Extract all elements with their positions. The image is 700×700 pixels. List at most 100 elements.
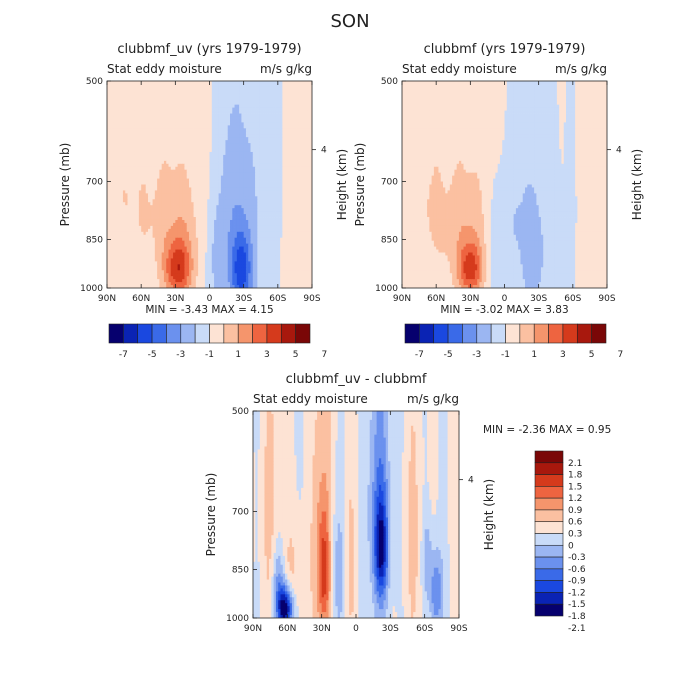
field-cell [122, 208, 126, 212]
field-cell [234, 146, 238, 150]
field-cell [234, 89, 238, 94]
field-cell [227, 146, 231, 150]
field-cell [257, 184, 261, 188]
field-cell [220, 199, 224, 203]
field-cell [198, 131, 201, 135]
field-cell [186, 175, 190, 179]
field-cell [293, 92, 297, 97]
field-cell [286, 137, 290, 141]
field-cell [129, 143, 133, 147]
field-cell [107, 86, 110, 91]
field-cell [252, 143, 256, 147]
field-cell [255, 128, 258, 132]
field-cell [193, 101, 197, 106]
field-cell [296, 187, 299, 191]
field-cell [261, 151, 265, 156]
field-cell [182, 205, 185, 209]
field-cell [241, 240, 245, 245]
field-cell [154, 193, 158, 197]
field-cell [122, 104, 126, 109]
field-cell [300, 231, 304, 236]
field-cell [198, 157, 201, 162]
field-cell [239, 222, 242, 227]
field-cell [239, 98, 242, 103]
field-cell [173, 163, 176, 168]
field-cell [198, 113, 201, 117]
field-cell [184, 225, 188, 230]
field-cell [202, 196, 206, 200]
field-cell [163, 222, 167, 227]
field-cell [209, 122, 213, 126]
field-cell [227, 222, 231, 227]
field-cell [200, 175, 204, 179]
field-cell [307, 166, 311, 171]
field-cell [170, 98, 174, 103]
field-cell [280, 234, 283, 239]
field-cell [257, 157, 261, 162]
field-cell [202, 95, 206, 100]
field-cell [159, 178, 163, 182]
field-cell [182, 196, 185, 200]
field-cell [250, 128, 254, 132]
field-cell [120, 128, 124, 132]
field-cell [264, 119, 267, 123]
field-cell [163, 81, 167, 85]
field-cell [230, 86, 233, 91]
field-cell [116, 196, 119, 200]
field-cell [175, 217, 179, 221]
field-cell [125, 178, 128, 182]
field-cell [127, 86, 131, 91]
field-cell [232, 190, 235, 194]
field-cell [291, 146, 295, 150]
field-cell [305, 219, 308, 224]
field-cell [245, 163, 249, 168]
field-cell [286, 122, 290, 126]
field-cell [211, 119, 215, 123]
field-cell [280, 131, 283, 135]
field-cell [277, 163, 281, 168]
field-cell [118, 163, 122, 168]
field-cell [220, 125, 224, 129]
field-cell [289, 83, 292, 88]
field-cell [118, 107, 122, 111]
field-cell [243, 128, 247, 132]
field-cell [170, 160, 174, 165]
field-cell [154, 202, 158, 206]
field-cell [145, 134, 149, 138]
field-cell [275, 199, 279, 203]
field-cell [198, 240, 201, 245]
field-cell [275, 157, 279, 162]
field-cell [166, 149, 169, 153]
field-cell [268, 113, 272, 117]
field-cell [296, 119, 299, 123]
field-cell [277, 193, 281, 197]
field-cell [293, 219, 297, 224]
field-cell [163, 208, 167, 212]
field-cell [286, 86, 290, 91]
field-cell [250, 110, 254, 114]
field-cell [136, 175, 140, 179]
field-cell [248, 110, 251, 114]
field-cell [138, 104, 142, 109]
panel-subtitle-left: Stat eddy moisture [107, 62, 222, 76]
field-cell [107, 110, 110, 114]
field-cell [245, 81, 249, 85]
field-cell [261, 222, 265, 227]
field-cell [284, 116, 288, 120]
field-cell [177, 175, 181, 179]
field-cell [122, 181, 126, 185]
field-cell [286, 202, 290, 206]
field-cell [293, 107, 297, 111]
field-cell [129, 113, 133, 117]
field-cell [252, 190, 256, 194]
field-cell [225, 151, 229, 156]
field-cell [307, 225, 311, 230]
field-cell [218, 154, 222, 159]
field-cell [184, 81, 188, 85]
field-cell [293, 205, 297, 209]
field-cell [150, 187, 153, 191]
field-cell [189, 86, 192, 91]
field-cell [177, 128, 181, 132]
field-cell [141, 211, 144, 215]
field-cell [255, 169, 258, 174]
